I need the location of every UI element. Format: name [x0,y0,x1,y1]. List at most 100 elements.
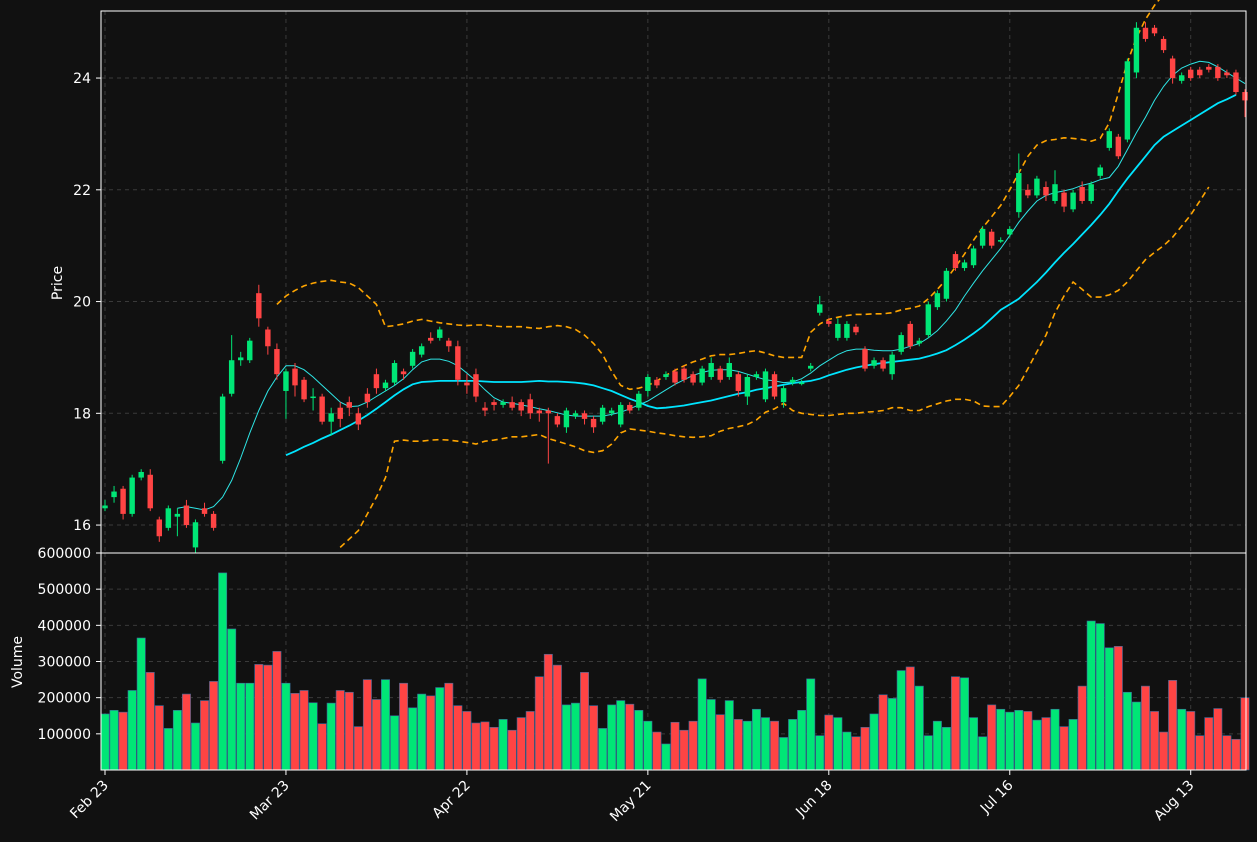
price-axis: 16 18 20 22 24 [73,71,101,534]
candle-body [437,329,443,338]
candle-body [491,402,497,405]
candle-body [1088,184,1094,201]
volume-bar [1195,735,1205,771]
candle-body [826,321,832,324]
volume-bar [390,715,399,771]
price-axis-title: Price [50,266,66,300]
volume-tick-label: 100000 [38,727,91,743]
volume-bar [127,690,137,771]
volume-bar [191,722,200,771]
candle-body [292,368,298,386]
candle-body [1052,184,1058,201]
volume-bar [1122,691,1132,771]
candle-body [1016,173,1022,213]
volume-bar [516,717,526,771]
volume-tick-label: 200000 [38,691,91,707]
candle-body [256,293,262,319]
volume-bar [589,705,599,771]
volume-bar [987,704,997,771]
volume-bar [580,672,589,771]
volume-bar [353,726,363,771]
candle-body [1007,228,1013,235]
volume-bar [1177,708,1187,771]
bollinger-bands [276,0,1210,548]
volume-bar [751,708,761,771]
volume-bar [688,720,698,771]
candle-body [418,346,425,355]
lower-band-line [339,186,1210,548]
candle-body [817,304,823,313]
volume-bar [679,729,689,771]
candle-body [409,351,416,366]
candle-body [907,323,913,347]
volume-bar [905,666,915,771]
volume-bar [362,679,372,771]
candle-body [934,293,941,308]
candle-body [446,340,452,347]
volume-bar [1059,726,1069,771]
volume-bar [381,679,390,771]
volume-bar [661,743,671,771]
volume-bar [218,572,228,771]
volume-bar [1068,719,1078,771]
price-tick-label: 16 [73,518,91,534]
candle-body [165,508,172,528]
candle-body [238,357,244,361]
candle-body [708,363,714,377]
candle-body [527,399,533,414]
candle-body [111,491,117,498]
candle-body [853,326,859,333]
volume-bar [1032,719,1042,771]
candle-body [1115,136,1122,157]
price-tick-label: 22 [73,183,91,199]
volume-bar [100,713,110,771]
candle-body [1034,178,1040,196]
volume-bar [290,693,300,771]
candle-body [844,323,850,338]
price-tick-label: 20 [73,295,91,311]
candle-body [780,388,787,403]
volume-bar [824,714,834,771]
volume-bar [833,717,843,771]
volume-bar [851,736,861,771]
candle-body [382,382,389,389]
candle-body [1224,72,1230,76]
volume-bar [742,720,752,771]
candle-body [889,354,895,375]
volume-bar [118,711,128,771]
candle-body [690,374,696,383]
volume-bar [1041,717,1051,771]
volume-bar [172,710,182,771]
volume-bar [923,735,933,771]
volume-axis: 100000 200000 300000 400000 500000 600000 [38,546,101,743]
volume-bar [1159,731,1169,771]
candle-body [364,393,371,403]
long-ma-line [285,93,1237,457]
volume-bar [344,691,354,771]
volume-bar [1023,711,1033,771]
volume-bar [607,704,617,771]
volume-bar [724,700,734,771]
candle-body [1124,61,1131,140]
candle-body [618,404,624,425]
candle-body [862,349,868,369]
volume-bar [634,710,644,771]
volume-bar [860,727,870,771]
candle-body [210,513,217,528]
candle-body [835,323,841,338]
volume-bar [227,628,237,771]
volume-bar [145,672,155,771]
candle-body [138,471,144,478]
volume-bar [272,651,282,771]
volume-bar [1104,647,1114,771]
volume-bar [317,723,327,771]
candle-body [1233,72,1239,93]
candle-body [753,374,760,377]
candle-body [545,410,552,414]
candle-body [536,410,542,414]
candlesticks [102,22,1248,553]
price-tick-label: 18 [73,406,91,422]
candle-body [871,360,877,366]
candle-body [581,413,588,419]
